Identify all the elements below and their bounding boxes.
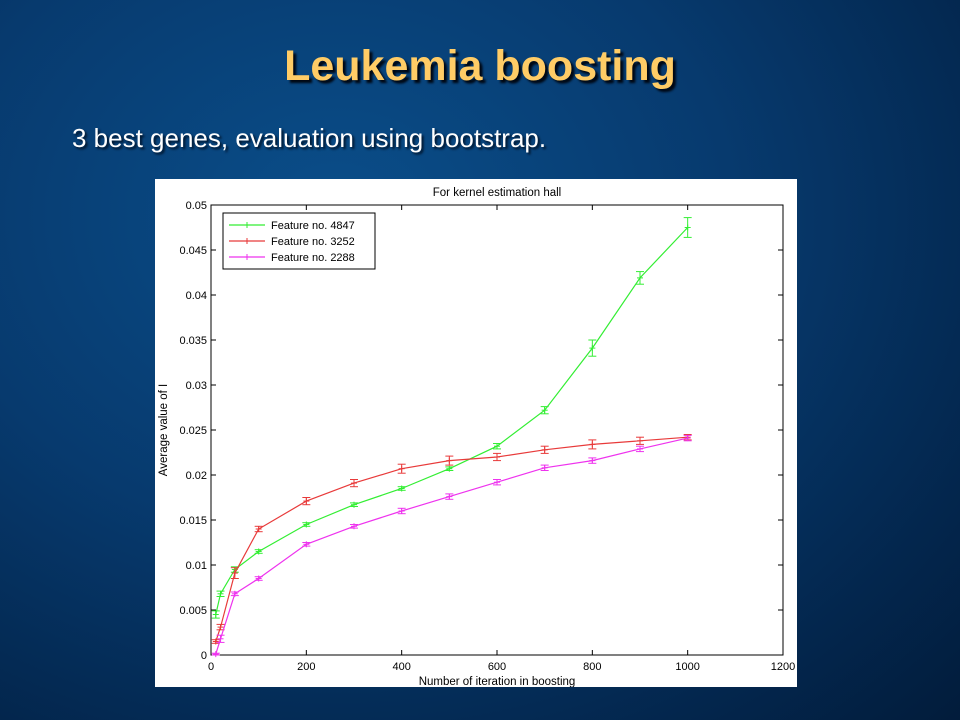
legend-label: Feature no. 4847 bbox=[271, 220, 355, 232]
x-tick-label: 0 bbox=[208, 661, 214, 673]
legend-item: Feature no. 3252 bbox=[229, 236, 355, 248]
y-tick-label: 0.03 bbox=[186, 380, 207, 392]
data-point bbox=[217, 624, 224, 631]
legend: Feature no. 4847 Feature no. 3252 Feature … bbox=[222, 212, 376, 270]
data-point bbox=[637, 274, 643, 281]
data-point bbox=[637, 445, 643, 452]
data-point bbox=[398, 465, 405, 472]
legend-label: Feature no. 3252 bbox=[271, 236, 355, 248]
series-3 bbox=[211, 434, 692, 658]
legend-item: Feature no. 4847 bbox=[229, 220, 355, 232]
y-tick-label: 0 bbox=[201, 650, 207, 662]
series-layer bbox=[211, 217, 692, 658]
chart-figure: For kernel estimation hall Number of ite… bbox=[155, 179, 797, 687]
data-point bbox=[541, 446, 548, 453]
data-point bbox=[212, 611, 219, 618]
x-tick-label: 200 bbox=[297, 661, 315, 673]
x-axis-label: Number of iteration in boosting bbox=[419, 676, 576, 687]
plot-frame bbox=[210, 204, 784, 656]
data-point bbox=[494, 454, 500, 460]
data-point bbox=[637, 437, 643, 444]
line-chart: For kernel estimation hall Number of ite… bbox=[158, 187, 795, 687]
y-tick-label: 0.045 bbox=[179, 245, 207, 257]
y-tick-label: 0.015 bbox=[179, 515, 207, 527]
data-point bbox=[217, 635, 224, 642]
y-tick-label: 0.035 bbox=[179, 335, 207, 347]
y-tick-label: 0.01 bbox=[186, 560, 207, 572]
y-tick-label: 0.02 bbox=[186, 470, 207, 482]
data-point bbox=[494, 443, 500, 450]
data-point bbox=[255, 575, 262, 582]
series-1 bbox=[211, 217, 692, 619]
series-2 bbox=[211, 434, 692, 645]
y-tick-label: 0.05 bbox=[186, 200, 207, 212]
data-point bbox=[589, 457, 596, 464]
data-point bbox=[303, 541, 310, 548]
data-point bbox=[398, 508, 405, 514]
data-point bbox=[541, 464, 548, 471]
data-point bbox=[255, 548, 262, 555]
data-point bbox=[446, 493, 453, 500]
legend-item: Feature no. 2288 bbox=[229, 252, 355, 264]
data-point bbox=[231, 570, 238, 577]
data-point bbox=[212, 638, 219, 645]
data-point bbox=[446, 457, 453, 464]
data-point bbox=[351, 501, 357, 508]
axis-ticks: 0 200 400 600 800 1000 1200 0 0.005 0.01 0.015 0.02… bbox=[179, 200, 795, 673]
x-tick-label: 600 bbox=[488, 661, 506, 673]
data-point bbox=[303, 521, 310, 528]
slide-subtitle: 3 best genes, evaluation using bootstrap… bbox=[72, 123, 547, 153]
data-point bbox=[494, 479, 500, 486]
data-point bbox=[589, 345, 596, 352]
y-tick-label: 0.025 bbox=[179, 425, 207, 437]
x-tick-label: 800 bbox=[583, 661, 601, 673]
data-point bbox=[212, 651, 219, 658]
data-point bbox=[351, 523, 357, 530]
series-line bbox=[215, 227, 689, 615]
data-point bbox=[255, 526, 262, 532]
x-tick-label: 1000 bbox=[675, 661, 699, 673]
data-point bbox=[589, 441, 596, 448]
data-point bbox=[684, 435, 691, 442]
data-point bbox=[217, 590, 224, 597]
y-tick-label: 0.005 bbox=[179, 605, 207, 617]
x-tick-label: 400 bbox=[392, 661, 410, 673]
y-axis-label: Average value of I bbox=[158, 384, 170, 477]
data-point bbox=[684, 224, 691, 231]
data-point bbox=[231, 590, 238, 597]
data-point bbox=[303, 498, 310, 505]
chart-title: For kernel estimation hall bbox=[433, 187, 561, 199]
legend-label: Feature no. 2288 bbox=[271, 252, 355, 264]
data-point bbox=[446, 465, 453, 472]
y-tick-label: 0.04 bbox=[186, 290, 207, 302]
data-point bbox=[398, 485, 405, 492]
slide-title: Leukemia boosting bbox=[284, 42, 676, 90]
data-point bbox=[351, 480, 357, 487]
x-tick-label: 1200 bbox=[771, 661, 795, 673]
data-point bbox=[541, 407, 548, 414]
